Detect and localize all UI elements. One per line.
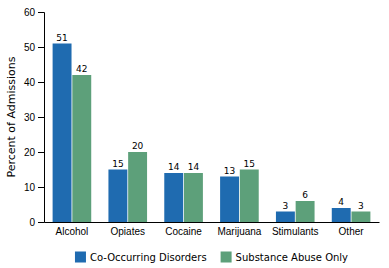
y-tick-mark [38,117,44,118]
y-tick-label: 40 [24,77,36,88]
x-tick: Opiates [111,226,145,237]
legend-label: Co-Occurring Disorders [90,252,207,263]
data-labels: 51 15 14 13 3 4 42 20 14 15 6 3 [56,33,363,211]
y-tick-mark [38,47,44,48]
data-label: 51 [56,33,67,43]
data-label: 14 [168,162,180,172]
data-label: 3 [358,201,364,211]
y-tick-label: 10 [24,182,36,193]
bar [220,177,239,223]
chart: 0 10 20 30 40 50 60 Alcohol Opiates Cocaine Mariju… [0,0,389,268]
x-axis-line [45,222,380,223]
bar [53,44,72,223]
data-label: 15 [244,159,255,169]
data-label: 6 [302,190,308,200]
x-tick: Alcohol [56,226,89,237]
x-tick-label: Marijuana [217,226,261,237]
y-tick-mark [38,12,44,13]
data-label: 13 [224,166,235,176]
series [53,44,351,223]
y-tick-label: 0 [29,217,35,228]
y-tick: 20 [24,147,44,158]
bar [108,170,127,223]
legend-swatch [221,252,232,263]
y-axis-line [38,13,45,223]
y-tick-mark [38,187,44,188]
legend-item: Co-Occurring Disorders [75,252,207,263]
plot: 0 10 20 30 40 50 60 Alcohol Opiates Cocaine Mariju… [24,7,380,237]
y-axis: 0 10 20 30 40 50 60 [24,7,45,228]
bar [276,212,295,223]
bar [164,173,183,222]
y-tick-mark [38,82,44,83]
data-label: 20 [132,141,144,151]
y-tick: 40 [24,77,44,88]
x-tick: Cocaine [165,226,202,237]
bars [53,44,371,223]
y-axis-title: Percent of Admissions [5,56,18,177]
x-tick-label: Stimulants [272,226,319,237]
y-tick: 60 [24,7,44,18]
y-tick: 50 [24,42,44,53]
y-tick-label: 60 [24,7,36,18]
bar [72,75,91,222]
x-tick: Marijuana [217,226,261,237]
x-tick-label: Alcohol [56,226,89,237]
data-label: 4 [338,197,344,207]
legend: Co-Occurring Disorders Substance Abuse On… [75,252,348,263]
x-tick: Stimulants [272,226,319,237]
series [72,75,370,222]
bar [332,208,351,222]
y-tick-mark [38,152,44,153]
x-tick-label: Cocaine [165,226,202,237]
data-label: 3 [283,201,289,211]
x-tick-label: Other [339,226,365,237]
bar [296,201,315,222]
y-tick: 0 [29,217,44,228]
y-tick-label: 20 [24,147,36,158]
legend-item: Substance Abuse Only [221,252,349,263]
x-tick-label: Opiates [111,226,145,237]
x-tick: Other [339,226,365,237]
y-tick: 10 [24,182,44,193]
bar [240,170,259,223]
data-label: 42 [76,64,87,74]
bar [184,173,203,222]
bar [351,212,370,223]
y-tick-label: 30 [24,112,36,123]
legend-label: Substance Abuse Only [236,252,349,263]
data-label: 15 [112,159,123,169]
legend-swatch [75,252,86,263]
x-axis: Alcohol Opiates Cocaine Marijuana Stimulants… [45,223,380,238]
data-label: 14 [188,162,200,172]
y-tick-label: 50 [24,42,36,53]
y-tick-mark [38,222,44,223]
bar [128,152,147,222]
y-tick: 30 [24,112,44,123]
